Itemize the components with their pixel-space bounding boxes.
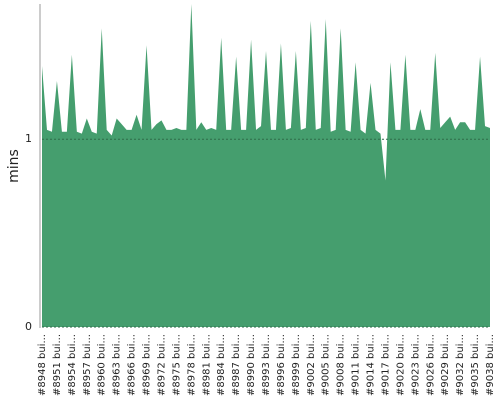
x-tick-label: #8990 bui... (246, 334, 257, 396)
x-tick-label: #8996 bui... (276, 334, 287, 396)
x-tick-label: #9029 bui... (440, 334, 451, 396)
x-tick-label: #8960 bui... (97, 334, 108, 396)
x-tick-label: #9011 bui... (351, 334, 362, 396)
x-tick-label: #9020 bui... (395, 334, 406, 396)
x-tick-label: #8957 bui... (82, 334, 93, 396)
y-tick-label: 0 (25, 320, 32, 333)
x-tick-label: #9026 bui... (425, 334, 436, 396)
x-tick-label: #8981 bui... (201, 334, 212, 396)
x-tick-label: #9002 bui... (306, 334, 317, 396)
x-tick-label: #8978 bui... (186, 334, 197, 396)
x-tick-label: #9032 bui... (455, 334, 466, 396)
y-axis-label: mins (6, 149, 22, 183)
y-tick-label: 1 (25, 132, 32, 145)
area (42, 4, 490, 327)
x-tick-label: #9017 bui... (380, 334, 391, 396)
x-tick-label: #8969 bui... (142, 334, 153, 396)
x-tick-label: #8948 bui... (37, 334, 48, 396)
x-tick-label: #9038 bui... (485, 334, 496, 396)
x-tick-label: #9035 bui... (470, 334, 481, 396)
x-tick-label: #8966 bui... (127, 334, 138, 396)
x-tick-label: #8987 bui... (231, 334, 242, 396)
x-tick-label: #8954 bui... (67, 334, 78, 396)
x-tick-label: #8984 bui... (216, 334, 227, 396)
x-tick-label: #8972 bui... (156, 334, 167, 396)
x-tick-label: #8951 bui... (52, 334, 63, 396)
x-tick-label: #8963 bui... (112, 334, 123, 396)
x-tick-label: #9023 bui... (410, 334, 421, 396)
x-tick-label: #8975 bui... (171, 334, 182, 396)
x-tick-label: #8999 bui... (291, 334, 302, 396)
x-tick-label: #9014 bui... (366, 334, 377, 396)
x-tick-label: #9008 bui... (336, 334, 347, 396)
x-tick-label: #9005 bui... (321, 334, 332, 396)
x-tick-label: #8993 bui... (261, 334, 272, 396)
